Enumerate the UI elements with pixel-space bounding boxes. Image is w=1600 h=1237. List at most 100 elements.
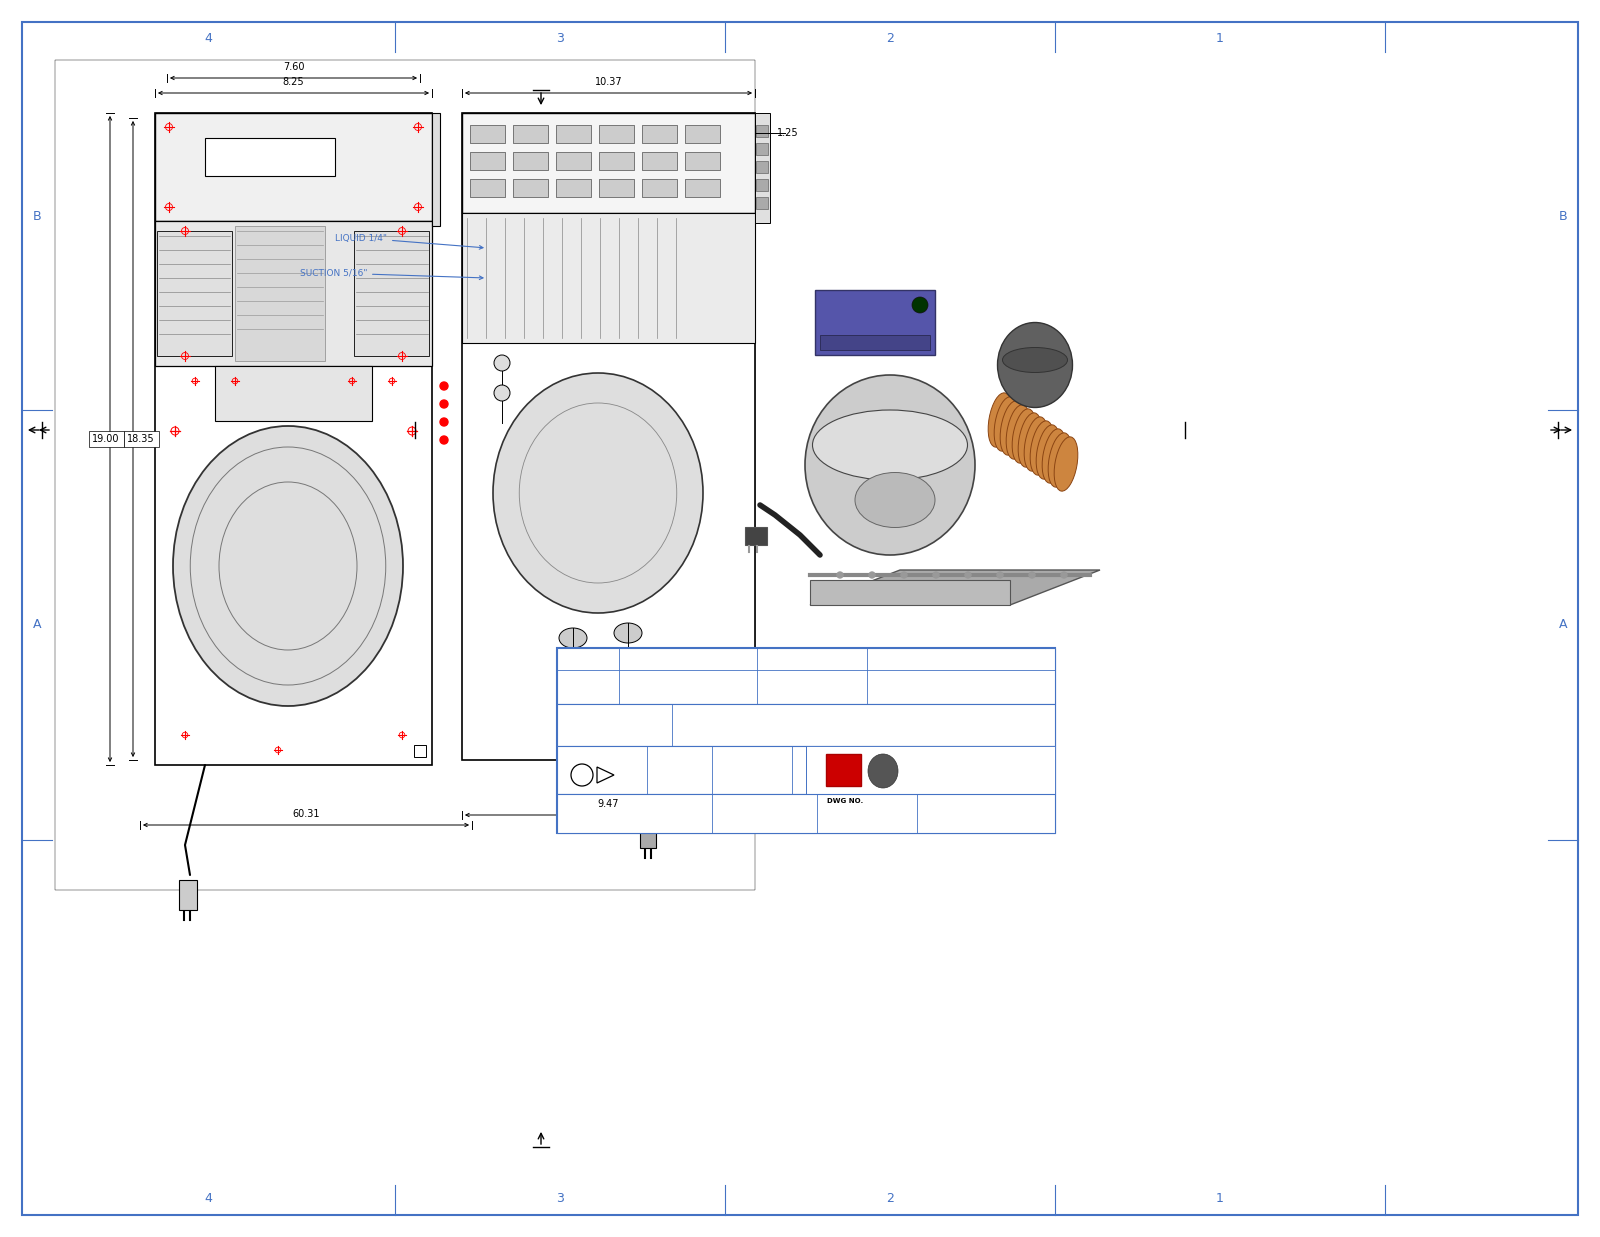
Text: Chk.: Chk.	[725, 811, 741, 818]
Text: SUGB-042: SUGB-042	[918, 807, 1003, 821]
Ellipse shape	[805, 375, 974, 555]
Bar	[514, 179, 547, 197]
Bar	[642, 179, 677, 197]
Text: B: B	[32, 209, 42, 223]
Circle shape	[440, 400, 448, 408]
Ellipse shape	[867, 755, 898, 788]
Bar	[179, 880, 197, 910]
Bar	[157, 231, 232, 356]
Bar	[514, 125, 547, 143]
Text: A: A	[1558, 618, 1568, 632]
Text: REVISION HISTORY: REVISION HISTORY	[754, 653, 858, 663]
Bar	[125, 430, 158, 447]
Ellipse shape	[558, 628, 587, 648]
Text: genc.jani: genc.jani	[941, 684, 982, 693]
Bar	[814, 289, 934, 355]
Bar	[514, 152, 547, 169]
Circle shape	[1029, 571, 1035, 578]
Bar	[642, 125, 677, 143]
Bar	[354, 231, 429, 356]
Text: DATE: DATE	[800, 659, 824, 668]
Ellipse shape	[994, 397, 1018, 452]
Ellipse shape	[997, 323, 1072, 407]
Text: 1: 1	[1216, 31, 1224, 45]
Bar	[598, 152, 634, 169]
Ellipse shape	[1013, 409, 1035, 463]
Text: 2: 2	[886, 31, 894, 45]
Text: 9.47: 9.47	[598, 799, 619, 809]
Bar	[757, 161, 768, 173]
Bar	[685, 152, 720, 169]
Text: 8.25: 8.25	[283, 77, 304, 87]
Bar	[640, 820, 656, 849]
Ellipse shape	[1054, 437, 1078, 491]
Text: 1.25: 1.25	[778, 127, 798, 139]
Ellipse shape	[1024, 417, 1048, 471]
Ellipse shape	[1003, 348, 1067, 372]
Text: A: A	[32, 618, 42, 632]
Text: B: B	[1558, 209, 1568, 223]
Circle shape	[440, 418, 448, 426]
Text: MATERIAL: MATERIAL	[662, 752, 696, 758]
Ellipse shape	[1000, 401, 1024, 455]
Bar	[685, 125, 720, 143]
Bar	[235, 226, 325, 361]
Bar	[598, 125, 634, 143]
Bar	[757, 197, 768, 209]
Ellipse shape	[1042, 429, 1066, 484]
Text: 1: 1	[1216, 1192, 1224, 1206]
Bar	[642, 152, 677, 169]
Bar	[685, 179, 720, 197]
Bar	[557, 746, 1054, 794]
Bar	[746, 527, 766, 546]
Text: 8/30/2012: 8/30/2012	[789, 684, 835, 693]
Bar	[781, 215, 1130, 644]
Circle shape	[440, 382, 448, 390]
Text: DESCRIPTION: DESCRIPTION	[586, 720, 643, 730]
Bar	[598, 179, 634, 197]
Text: DESIGN DATE: DESIGN DATE	[566, 798, 614, 804]
Text: DESCRIPTION: DESCRIPTION	[656, 659, 720, 668]
Text: DRWN.: DRWN.	[725, 798, 749, 804]
Text: DWG NO.: DWG NO.	[827, 798, 864, 804]
Circle shape	[997, 571, 1003, 578]
Text: LIQUID 1/4": LIQUID 1/4"	[334, 234, 483, 249]
Circle shape	[494, 385, 510, 401]
Text: DIMENSION: DIMENSION	[733, 752, 771, 758]
Text: TECUMSEH: TECUMSEH	[909, 762, 1027, 782]
Text: 8/29/2012: 8/29/2012	[622, 797, 672, 807]
Text: 4: 4	[205, 1192, 213, 1206]
Bar	[826, 755, 861, 785]
Bar	[90, 430, 125, 447]
Text: gjani: gjani	[757, 797, 781, 807]
Ellipse shape	[1048, 433, 1072, 487]
Bar	[462, 213, 755, 343]
Bar	[557, 125, 590, 143]
Text: EC47574: EC47574	[667, 684, 709, 693]
Ellipse shape	[1037, 424, 1059, 479]
Text: 3: 3	[557, 31, 563, 45]
Bar	[214, 366, 371, 421]
Text: 3: 3	[557, 1192, 563, 1206]
Bar	[470, 152, 506, 169]
Ellipse shape	[173, 426, 403, 706]
Bar	[155, 113, 432, 221]
Bar	[470, 179, 506, 197]
Bar	[757, 143, 768, 155]
Ellipse shape	[1018, 413, 1042, 468]
Circle shape	[933, 571, 939, 578]
Text: REL.: REL.	[578, 684, 598, 693]
Text: REV: REV	[579, 659, 597, 668]
Bar	[806, 746, 1054, 794]
Bar	[432, 113, 440, 226]
Circle shape	[1061, 571, 1067, 578]
Polygon shape	[810, 580, 1010, 605]
Text: 18.35: 18.35	[126, 434, 155, 444]
Bar	[557, 648, 1054, 704]
Bar	[557, 179, 590, 197]
Ellipse shape	[493, 374, 702, 614]
Ellipse shape	[614, 623, 642, 643]
Text: 7.60: 7.60	[283, 62, 304, 72]
Circle shape	[901, 571, 907, 578]
Bar	[470, 125, 506, 143]
